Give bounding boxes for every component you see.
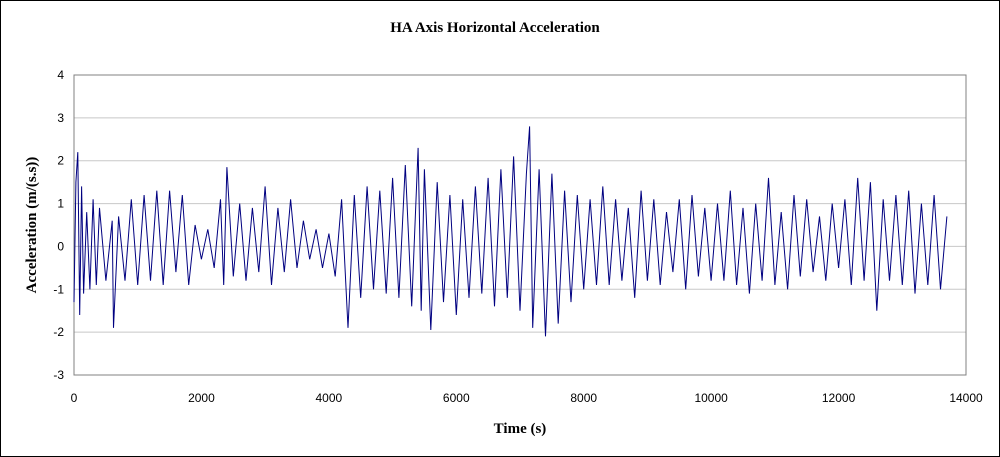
y-tick-label: 0 [57, 239, 64, 253]
y-tick-label: 3 [57, 111, 64, 125]
y-tick-label: 1 [57, 197, 64, 211]
y-tick-label: 2 [57, 154, 64, 168]
series-line [73, 126, 948, 337]
y-tick-label: 4 [57, 68, 64, 82]
y-tick-label: -1 [53, 282, 64, 296]
tick-labels: 4 3 2 1 0 -1 -2 -3 0 2000 4000 6000 8000 10000 12000 14… [53, 68, 983, 405]
x-tick-label: 6000 [443, 391, 470, 405]
y-tick-label: -3 [53, 368, 64, 382]
plot-area-border [73, 74, 967, 376]
x-tick-label: 10000 [694, 391, 728, 405]
x-tick-label: 14000 [949, 391, 983, 405]
x-tick-label: 8000 [570, 391, 597, 405]
series-layer [73, 126, 948, 337]
y-axis-label: Acceleration (m/(s.s)) [24, 157, 40, 294]
x-tick-label: 2000 [188, 391, 215, 405]
x-tick-label: 4000 [316, 391, 343, 405]
chart-title: HA Axis Horizontal Acceleration [390, 20, 600, 36]
x-tick-label: 0 [71, 391, 78, 405]
x-tick-label: 12000 [822, 391, 856, 405]
gridlines [74, 117, 966, 333]
x-axis-label: Time (s) [494, 421, 547, 437]
y-tick-label: -2 [53, 325, 64, 339]
